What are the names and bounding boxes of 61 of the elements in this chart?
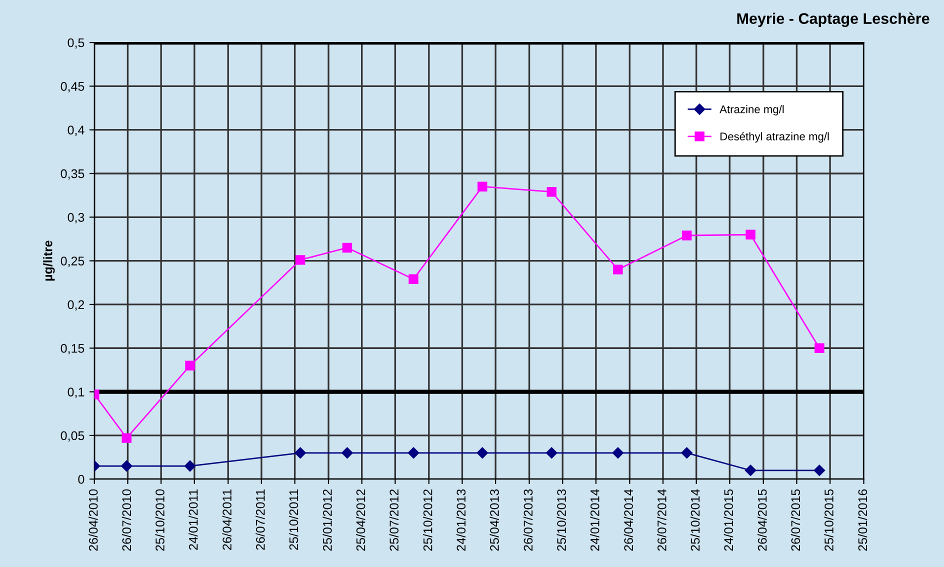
point: [613, 264, 623, 274]
y-tick-label: 0,05: [60, 431, 84, 442]
x-tick-label: 24/01/2015: [724, 489, 734, 551]
point: [408, 274, 418, 284]
point: [342, 242, 352, 253]
point: [294, 447, 306, 459]
x-tick-label: 26/04/2015: [758, 489, 767, 551]
x-tick-label: 26/04/2014: [624, 489, 634, 551]
x-tick-label: 26/04/2011: [222, 489, 232, 550]
point: [122, 433, 132, 443]
x-tick-label: 25/10/2012: [423, 489, 432, 551]
x-tick-label: 26/07/2014: [657, 489, 666, 551]
x-tick-label: 26/07/2011: [256, 489, 265, 550]
point: [185, 360, 195, 370]
x-tick-label: 26/04/2010: [88, 489, 98, 551]
y-axis-title: µg/litre: [43, 240, 55, 281]
x-tick-label: 25/04/2013: [490, 489, 499, 551]
y-tick-label: 0,25: [60, 256, 84, 267]
x-tick-label: 26/07/2015: [790, 489, 800, 551]
x-tick-label: 25/10/2011: [288, 489, 298, 550]
y-tick-label: 0,2: [68, 300, 84, 311]
y-tick-label: 0,4: [68, 126, 84, 136]
x-tick-label: 24/01/2011: [188, 489, 198, 550]
x-tick-label: 25/07/2012: [389, 489, 399, 551]
y-tick-label: 0,3: [68, 212, 84, 224]
point: [342, 447, 353, 459]
x-tick-label: 24/01/2013: [456, 489, 466, 551]
point: [476, 447, 488, 459]
legend-label: Deséthyl atrazine mg/l: [720, 132, 829, 143]
x-tick-label: 25/10/2010: [155, 489, 164, 551]
point: [814, 343, 824, 353]
y-tick-label: 0,45: [60, 82, 84, 92]
point: [814, 464, 826, 476]
x-tick-label: 26/07/2010: [122, 489, 132, 551]
point: [546, 186, 556, 197]
x-tick-label: 26/07/2013: [523, 489, 533, 551]
y-tick-label: 0,35: [60, 169, 84, 180]
chart-title: Meyrie - Captage Leschère: [737, 12, 930, 28]
point: [744, 464, 756, 476]
x-tick-label: 25/10/2013: [556, 489, 566, 551]
point: [478, 182, 488, 192]
y-tick-label: 0,5: [68, 38, 84, 49]
point: [546, 447, 558, 459]
y-tick-label: 0: [78, 474, 84, 484]
point: [612, 447, 624, 459]
point: [682, 230, 692, 240]
x-tick-label: 25/10/2014: [690, 489, 700, 551]
x-tick-label: 25/01/2012: [322, 489, 332, 551]
point: [681, 447, 692, 459]
x-tick-label: 24/01/2014: [590, 489, 600, 551]
x-tick-label: 25/04/2012: [356, 489, 366, 551]
y-tick-label: 0,15: [60, 344, 84, 354]
point: [408, 447, 420, 459]
x-tick-label: 25/10/2015: [824, 489, 834, 551]
legend-label: Atrazine mg/l: [720, 105, 784, 116]
y-tick-label: 0,1: [68, 388, 84, 398]
point: [184, 460, 196, 472]
point: [121, 460, 132, 472]
point: [295, 255, 306, 265]
x-tick-label: 25/01/2016: [858, 489, 868, 551]
point: [746, 230, 756, 240]
